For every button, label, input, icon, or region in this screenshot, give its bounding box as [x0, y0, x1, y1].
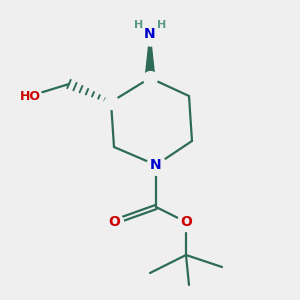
Text: N: N: [150, 158, 162, 172]
Polygon shape: [145, 33, 155, 78]
Text: H: H: [134, 20, 143, 31]
Text: N: N: [144, 28, 156, 41]
Text: O: O: [108, 215, 120, 229]
Text: O: O: [180, 215, 192, 229]
Text: HO: HO: [20, 89, 40, 103]
Text: H: H: [157, 20, 166, 31]
